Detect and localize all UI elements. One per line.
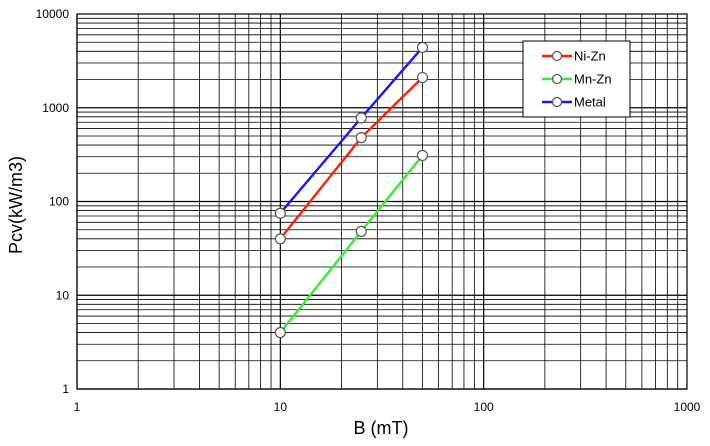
x-tick-label: 100 [474, 400, 494, 414]
y-tick-label: 10000 [36, 7, 70, 21]
y-tick-label: 1000 [42, 101, 69, 115]
data-point-metal [416, 41, 429, 54]
data-point-ni-zn [274, 233, 286, 245]
series-line-ni-zn [279, 76, 424, 240]
grid [76, 14, 687, 390]
legend-label: Mn-Zn [574, 72, 612, 87]
y-axis-label: Pcv(kW/m3) [6, 156, 26, 254]
series-layer [274, 41, 429, 339]
series-mn-zn [274, 149, 429, 339]
y-tick-label: 10 [56, 288, 70, 302]
x-tick-labels: 1 10 100 1000 [74, 400, 701, 414]
x-axis-label: B (mT) [354, 418, 409, 438]
y-tick-labels: 1 10 100 1000 10000 [36, 7, 70, 396]
legend-label: Metal [574, 95, 606, 110]
data-point-metal [355, 112, 367, 124]
series-line-mn-zn [279, 154, 424, 334]
y-tick-label: 1 [62, 382, 69, 396]
legend-label: Ni-Zn [574, 49, 606, 64]
legend-marker [551, 96, 563, 108]
plot-frame [76, 13, 688, 390]
legend-box [522, 40, 631, 118]
legend-marker [551, 50, 563, 62]
data-point-mn-zn [355, 225, 367, 237]
data-point-metal [274, 207, 286, 219]
data-point-mn-zn [416, 149, 429, 162]
y-tick-label: 100 [49, 195, 69, 209]
series-ni-zn [274, 71, 429, 245]
x-tick-label: 10 [274, 400, 288, 414]
legend-item-ni-zn: Ni-Zn [542, 49, 606, 64]
data-point-mn-zn [274, 326, 286, 339]
series-line-metal [279, 46, 424, 214]
legend-item-metal: Metal [542, 95, 606, 110]
legend: Ni-Zn Mn-Zn Metal [522, 40, 631, 118]
legend-marker [551, 73, 563, 85]
x-tick-label: 1 [74, 400, 81, 414]
data-point-ni-zn [355, 132, 367, 144]
data-point-ni-zn [416, 71, 429, 84]
x-tick-label: 1000 [674, 400, 701, 414]
series-metal [274, 41, 429, 219]
legend-item-mn-zn: Mn-Zn [542, 72, 612, 87]
